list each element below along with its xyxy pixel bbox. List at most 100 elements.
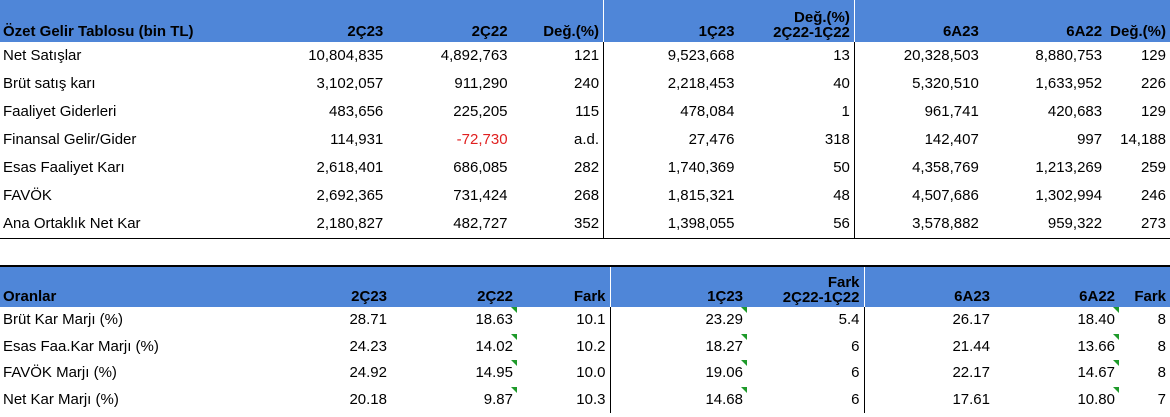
cell: 142,407 bbox=[853, 126, 983, 154]
col-qoq-diff-line2: 2Ç22-1Ç22 bbox=[782, 289, 860, 306]
cell: 226 bbox=[1140, 75, 1166, 92]
col-2q22: 2Ç22 bbox=[391, 265, 517, 307]
col-6a23: 6A23 bbox=[853, 0, 983, 42]
income-header-row: Özet Gelir Tablosu (bin TL) 2Ç23 2Ç22 De… bbox=[0, 0, 1170, 42]
table-row: FAVÖK Marjı (%) 24.92 14.95 10.0 19.06 6… bbox=[0, 360, 1170, 387]
col-1q23: 1Ç23 bbox=[609, 265, 747, 307]
cell: 1,633,952 bbox=[1035, 75, 1103, 92]
cell: 6 bbox=[851, 364, 860, 382]
cell: 1 bbox=[841, 103, 850, 120]
row-label: Faaliyet Giderleri bbox=[3, 103, 117, 120]
cell: 259 bbox=[1140, 159, 1166, 176]
cell-with-comment-marker: 18.27 bbox=[609, 333, 748, 360]
row-label: Esas Faa.Kar Marjı (%) bbox=[3, 337, 159, 355]
col-qoq-diff: Fark 2Ç22-1Ç22 bbox=[747, 265, 864, 307]
cell: 56 bbox=[738, 210, 855, 239]
cell: 686,085 bbox=[453, 159, 508, 176]
cell-with-comment-marker: 18.63 bbox=[391, 307, 517, 334]
cell: 28.71 bbox=[349, 311, 387, 329]
cell: 225,205 bbox=[453, 103, 508, 120]
cell: 20.18 bbox=[349, 390, 387, 408]
cell: 268 bbox=[574, 187, 600, 204]
table-row: Brüt Kar Marjı (%) 28.71 18.63 10.1 23.2… bbox=[0, 307, 1170, 334]
cell-with-comment-marker: 10.80 bbox=[994, 386, 1119, 414]
cell-with-comment-marker: 14.02 bbox=[391, 333, 517, 361]
cell: 129 bbox=[1140, 103, 1166, 120]
row-label: Brüt Kar Marjı (%) bbox=[3, 311, 124, 329]
col-qoq-change-line2: 2Ç22-1Ç22 bbox=[773, 24, 850, 41]
cell: 478,084 bbox=[603, 98, 739, 126]
row-label: Net Kar Marjı (%) bbox=[3, 390, 119, 408]
income-table-title: Özet Gelir Tablosu (bin TL) bbox=[0, 0, 258, 42]
cell: 5,320,510 bbox=[853, 70, 983, 98]
cell: a.d. bbox=[574, 131, 600, 148]
col-1q23: 1Ç23 bbox=[603, 0, 739, 42]
col-6m-change: Değ.(%) bbox=[1106, 0, 1170, 42]
cell: 1,398,055 bbox=[603, 210, 739, 239]
cell: 8 bbox=[1157, 337, 1166, 355]
cell: 9,523,668 bbox=[603, 42, 739, 70]
income-summary-table: Özet Gelir Tablosu (bin TL) 2Ç23 2Ç22 De… bbox=[0, 0, 1170, 239]
row-label: Brüt satış karı bbox=[3, 75, 96, 92]
row-label: FAVÖK bbox=[3, 187, 52, 204]
cell: 13 bbox=[833, 47, 850, 64]
cell: 420,683 bbox=[1047, 103, 1103, 120]
cell-with-comment-marker: 14.95 bbox=[391, 360, 517, 387]
cell-with-comment-marker: 23.29 bbox=[609, 307, 748, 334]
cell: 40 bbox=[833, 75, 850, 92]
ratios-table: Oranlar 2Ç23 2Ç22 Fark 1Ç23 Fark 2Ç22-1Ç… bbox=[0, 265, 1170, 413]
cell-with-comment-marker: 14.67 bbox=[994, 360, 1119, 387]
cell: 48 bbox=[833, 187, 850, 204]
table-row: FAVÖK 2,692,365 731,424 268 1,815,321 48… bbox=[0, 182, 1170, 210]
cell: 1,815,321 bbox=[603, 182, 739, 210]
table-row: Esas Faa.Kar Marjı (%) 24.23 14.02 10.2 … bbox=[0, 333, 1170, 361]
cell: 959,322 bbox=[982, 210, 1107, 239]
cell: 27,476 bbox=[603, 126, 739, 154]
cell: 8 bbox=[1157, 311, 1166, 329]
cell: 4,507,686 bbox=[853, 182, 983, 210]
cell: 121 bbox=[574, 47, 600, 64]
table-row: Finansal Gelir/Gider 114,931 -72,730 a.d… bbox=[0, 126, 1170, 154]
cell: 997 bbox=[1077, 131, 1103, 148]
table-row: Esas Faaliyet Karı 2,618,401 686,085 282… bbox=[0, 154, 1170, 182]
row-label: Ana Ortaklık Net Kar bbox=[0, 210, 258, 239]
cell: 483,656 bbox=[329, 103, 384, 120]
col-6a22: 6A22 bbox=[982, 0, 1107, 42]
cell: 10,804,835 bbox=[308, 47, 384, 64]
cell: 26.17 bbox=[863, 307, 994, 334]
table-row: Net Satışlar 10,804,835 4,892,763 121 9,… bbox=[0, 42, 1170, 70]
cell: 318 bbox=[824, 131, 850, 148]
cell: 352 bbox=[511, 210, 604, 239]
col-qoq-diff-line1: Fark bbox=[827, 274, 860, 291]
ratios-table-title: Oranlar bbox=[0, 265, 260, 307]
cell: 10.0 bbox=[576, 364, 606, 382]
cell: 273 bbox=[1106, 210, 1170, 239]
cell: 21.44 bbox=[863, 333, 994, 360]
cell: 10.3 bbox=[576, 390, 606, 408]
cell: 7 bbox=[1157, 390, 1166, 408]
cell: 10.1 bbox=[576, 311, 606, 329]
cell: 6 bbox=[851, 337, 860, 355]
cell: 2,692,365 bbox=[316, 187, 384, 204]
cell: 961,741 bbox=[853, 98, 983, 126]
cell: 3,102,057 bbox=[316, 75, 384, 92]
col-qoq-change-line1: Değ.(%) bbox=[794, 9, 850, 26]
cell: 240 bbox=[574, 75, 600, 92]
cell: 20,328,503 bbox=[853, 42, 983, 70]
cell: 482,727 bbox=[387, 210, 512, 239]
cell: 1,213,269 bbox=[1035, 159, 1103, 176]
cell: 6 bbox=[851, 390, 860, 408]
cell-with-comment-marker: 13.66 bbox=[994, 333, 1119, 361]
cell-negative: -72,730 bbox=[456, 131, 508, 148]
table-row: Net Kar Marjı (%) 20.18 9.87 10.3 14.68 … bbox=[0, 386, 1170, 414]
cell-with-comment-marker: 9.87 bbox=[391, 386, 517, 414]
cell: 2,180,827 bbox=[257, 210, 388, 239]
cell: 10.2 bbox=[576, 337, 606, 355]
col-6a22: 6A22 bbox=[994, 265, 1119, 307]
table-row: Ana Ortaklık Net Kar 2,180,827 482,727 3… bbox=[0, 210, 1170, 239]
cell: 24.92 bbox=[349, 364, 387, 382]
cell: 4,358,769 bbox=[853, 154, 983, 182]
row-label: FAVÖK Marjı (%) bbox=[3, 364, 117, 382]
col-6m-diff: Fark bbox=[1119, 265, 1170, 307]
cell: 2,218,453 bbox=[603, 70, 739, 98]
